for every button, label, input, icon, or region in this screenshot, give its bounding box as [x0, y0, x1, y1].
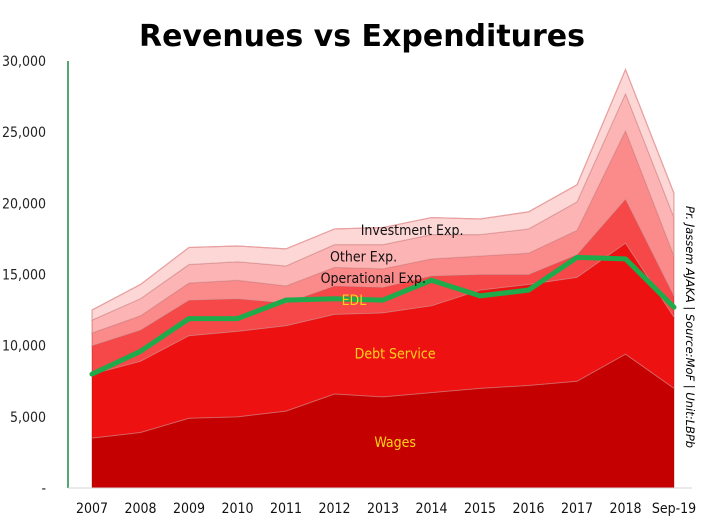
y-tick-label: 10,000 — [2, 339, 46, 355]
total-expenditure-edge — [91, 67, 675, 311]
series-label-wages: Wages — [374, 435, 416, 451]
series-label-debt-service: Debt Service — [355, 346, 436, 362]
layer-edge-2 — [91, 198, 675, 347]
x-tick-label: Sep-19 — [652, 501, 696, 517]
x-tick-label: 2015 — [464, 501, 496, 517]
series-label-operational-exp: Operational Exp. — [321, 271, 426, 287]
layer-edge-3 — [91, 129, 675, 334]
y-tick-label: - — [41, 481, 46, 497]
x-tick-label: 2013 — [367, 501, 399, 517]
y-axis-ticks: - 5,000 10,000 15,000 20,000 25,000 30,000 — [2, 54, 46, 497]
layer-edge-0 — [91, 353, 675, 439]
y-tick-label: 25,000 — [2, 125, 46, 141]
x-tick-label: 2007 — [76, 501, 108, 517]
y-tick-label: 5,000 — [10, 410, 46, 426]
chart-title: Revenues vs Expenditures — [139, 19, 585, 54]
series-label-investment-exp: Investment Exp. — [361, 223, 464, 239]
revenue-line — [89, 254, 677, 377]
series-label-other-exp: Other Exp. — [330, 249, 397, 265]
x-tick-label: 2014 — [415, 501, 447, 517]
series-labels: Wages Debt Service EDL Operational Exp. Othe… — [321, 223, 464, 451]
x-tick-label: 2008 — [124, 501, 156, 517]
y-tick-label: 30,000 — [2, 54, 46, 70]
x-tick-label: 2018 — [609, 501, 641, 517]
layer-edge-1 — [91, 242, 675, 375]
x-tick-label: 2009 — [173, 501, 205, 517]
stacked-areas — [91, 67, 675, 489]
area-operational-exp — [91, 129, 675, 347]
source-note: Pr. Jassem AJAKA | Source:MoF | Unit:LBP… — [683, 206, 697, 448]
x-tick-label: 2011 — [270, 501, 302, 517]
x-tick-label: 2016 — [512, 501, 544, 517]
y-tick-label: 15,000 — [2, 268, 46, 284]
x-tick-label: 2017 — [561, 501, 593, 517]
revenue-line-layer — [89, 254, 677, 377]
layer-edge-4 — [91, 92, 675, 321]
y-tick-label: 20,000 — [2, 196, 46, 212]
series-label-edl: EDL — [342, 293, 367, 309]
x-tick-label: 2012 — [318, 501, 350, 517]
x-tick-label: 2010 — [221, 501, 253, 517]
x-axis-ticks: 2007 2008 2009 2010 2011 2012 2013 2014 2015 2016… — [76, 501, 696, 517]
